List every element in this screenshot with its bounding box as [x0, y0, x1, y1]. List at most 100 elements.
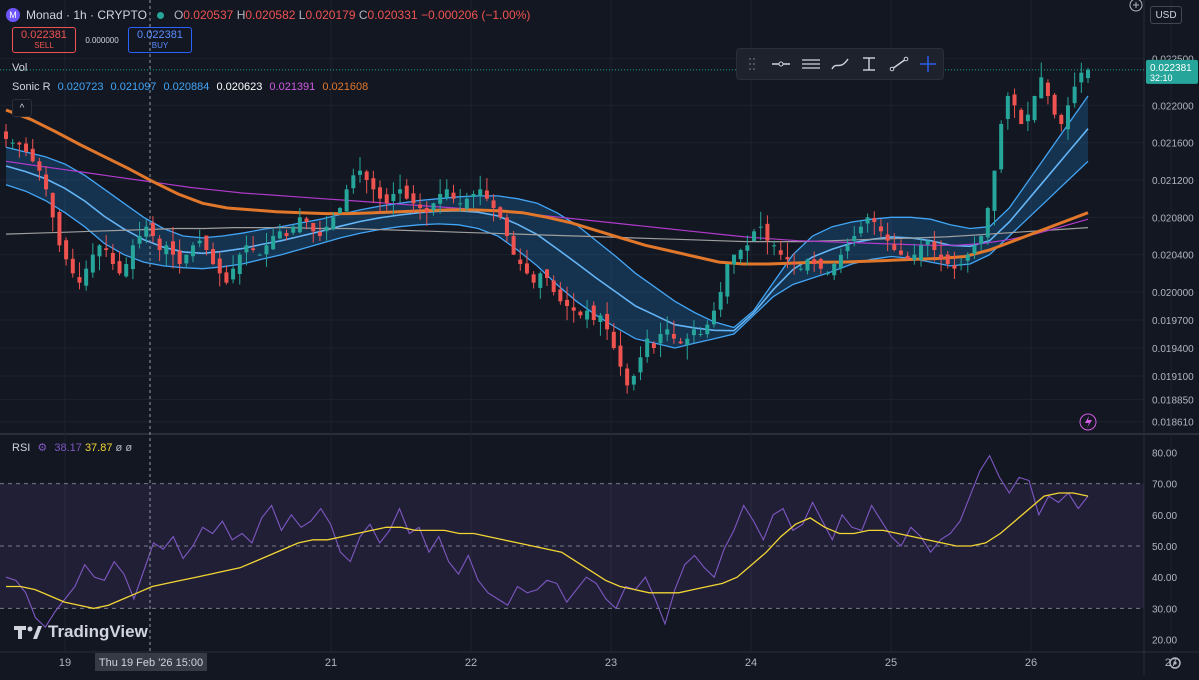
grey-ma-line: [5, 227, 1089, 243]
rsi-ma-line: [6, 492, 1089, 610]
candle-body: [618, 345, 623, 367]
candle-body: [4, 131, 8, 139]
candle-body: [10, 142, 15, 144]
candle-body: [398, 189, 403, 194]
candle-body: [211, 249, 216, 264]
lightning-alert-icon: [1079, 413, 1097, 431]
drag-handle-icon[interactable]: [737, 49, 766, 79]
candle-body: [504, 217, 509, 236]
time-tick-label: 26: [1025, 657, 1037, 669]
currency-selector[interactable]: USD: [1150, 6, 1182, 24]
candle-body: [591, 305, 596, 320]
candle-body: [785, 256, 790, 260]
candle-body: [130, 245, 135, 270]
candle-body: [671, 333, 676, 339]
time-tick-label: 25: [885, 657, 897, 669]
orange-ma-line: [5, 108, 1089, 266]
candle-body: [765, 223, 770, 241]
rsi-line: [5, 454, 1089, 628]
candle-body: [945, 254, 950, 264]
candle-body: [164, 245, 169, 255]
candle-body: [297, 217, 302, 233]
candle-body: [331, 217, 336, 230]
candle-body: [311, 222, 316, 232]
candle-body: [404, 185, 409, 199]
rsi-tick-label: 40.00: [1152, 573, 1177, 584]
symbol-title[interactable]: Monad · 1h · CRYPTO: [26, 8, 147, 22]
rsi-tick-label: 60.00: [1152, 511, 1177, 522]
trend-line-tool-icon[interactable]: [884, 49, 913, 79]
rsi-tick-label: 70.00: [1152, 480, 1177, 491]
crosshair-time-label: Thu 19 Feb '26 15:00: [95, 653, 207, 671]
tradingview-logo-icon: [14, 626, 42, 639]
candle-body: [70, 258, 75, 274]
candle-body: [912, 254, 917, 260]
candle-body: [498, 207, 503, 218]
gear-center: [1173, 661, 1177, 665]
candle-body: [418, 204, 423, 208]
candle-body: [631, 376, 636, 385]
candle-body: [605, 313, 610, 330]
candle-body: [1052, 94, 1057, 115]
candle-body: [678, 341, 683, 344]
candle-body: [752, 231, 757, 242]
collapse-legend-button[interactable]: ^: [12, 99, 32, 117]
candle-body: [264, 245, 269, 255]
parallel-channel-tool-icon[interactable]: [796, 49, 825, 79]
buy-button[interactable]: 0.022381 BUY: [128, 27, 192, 53]
brush-tool-icon[interactable]: [825, 49, 854, 79]
candle-body: [1032, 96, 1037, 121]
candle-body: [484, 190, 489, 199]
candle-body: [551, 280, 556, 292]
candle-body: [778, 250, 783, 255]
candle-body: [124, 264, 129, 277]
candle-body: [231, 268, 236, 280]
candle-body: [524, 263, 529, 274]
price-range-tool-icon[interactable]: [855, 49, 884, 79]
candle-body: [424, 207, 429, 213]
crosshair-time-text: Thu 19 Feb '26 15:00: [99, 657, 203, 669]
candle-body: [578, 311, 583, 316]
candle-body: [545, 269, 549, 278]
candle-body: [838, 254, 843, 269]
add-pane-icon: [1129, 0, 1143, 12]
crosshair-tool-icon[interactable]: [914, 49, 943, 79]
candle-body: [939, 254, 944, 260]
candle-body: [705, 324, 710, 335]
horizontal-line-tool-icon[interactable]: [766, 49, 795, 79]
settings-gear-icon: [1169, 657, 1181, 669]
volume-indicator-label[interactable]: Vol: [12, 62, 28, 74]
candle-body: [464, 198, 469, 209]
tradingview-logo: TradingView: [14, 622, 148, 642]
sell-button[interactable]: 0.022381 SELL: [12, 27, 76, 53]
candle-body: [351, 175, 356, 189]
candle-body: [565, 299, 570, 306]
candle-body: [798, 268, 803, 270]
candle-body: [251, 248, 256, 250]
candle-body: [818, 259, 823, 269]
rsi-legend[interactable]: RSI ⚙ 38.17 37.87 ø ø: [12, 442, 133, 454]
sonic-r-legend[interactable]: Sonic R 0.020723 0.021097 0.020884 0.020…: [12, 81, 369, 93]
candle-body: [585, 310, 590, 320]
rsi-settings-icon[interactable]: ⚙: [37, 442, 48, 454]
candle-body: [658, 334, 663, 344]
candle-body: [304, 218, 309, 222]
time-tick-label: 27: [1165, 657, 1177, 669]
candle-body: [645, 338, 650, 358]
candle-body: [317, 231, 322, 236]
candle-body: [217, 258, 222, 274]
price-tick-label: 0.020400: [1152, 251, 1194, 262]
last-price-box: [1146, 59, 1198, 84]
candle-body: [898, 250, 903, 255]
candle-body: [84, 268, 89, 286]
candle-body: [685, 338, 690, 345]
drawing-toolbar: [736, 48, 944, 80]
candle-body: [598, 315, 603, 323]
price-tick-label: 0.018850: [1152, 395, 1194, 406]
candle-body: [391, 194, 396, 202]
candle-body: [110, 252, 115, 264]
candle-body: [471, 194, 476, 197]
sonic-upper-line: [5, 95, 1089, 329]
